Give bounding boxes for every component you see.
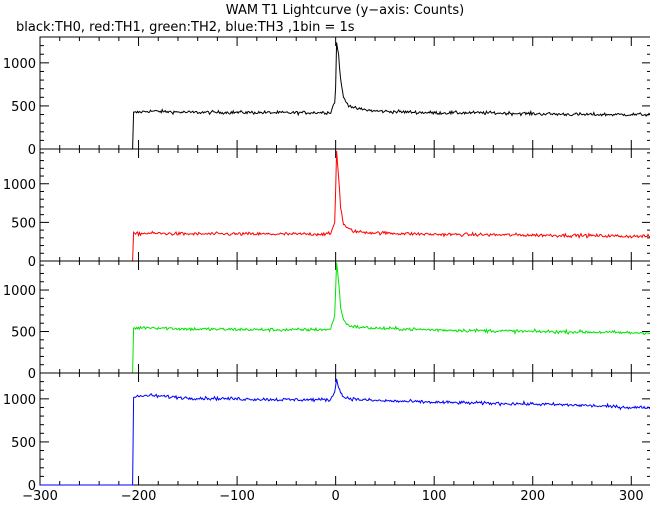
panel-th1: 0 500 1000: [3, 148, 650, 270]
y-tick-label: 0: [28, 367, 36, 382]
x-tick-label: 100: [422, 489, 447, 504]
y-tick-label: 1000: [3, 393, 36, 408]
y-tick-label: 1000: [3, 284, 36, 299]
panel-frame: [39, 372, 650, 486]
x-tick-label: 300: [619, 489, 644, 504]
panel-frame: [39, 260, 650, 374]
x-tick-label: 200: [520, 489, 545, 504]
y-tick-label: 1000: [3, 178, 36, 193]
panels-group: 0 500 1000 0 500 1000 0 500 1000 0 500 1000: [3, 36, 650, 494]
chart-subtitle: black:TH0, red:TH1, green:TH2, blue:TH3 …: [16, 20, 355, 35]
series-line-th0: [40, 42, 650, 150]
x-tick-label: −100: [219, 489, 255, 504]
panel-frame: [39, 148, 650, 262]
series-line-th3: [40, 378, 650, 486]
series-line-th2: [40, 262, 650, 374]
panel-th0: 0 500 1000: [3, 36, 650, 158]
series-line-th1: [40, 150, 650, 262]
chart-title: WAM T1 Lightcurve (y−axis: Counts): [226, 3, 464, 18]
panel-th3: 0 500 1000: [3, 372, 650, 494]
y-tick-label: 1000: [3, 57, 36, 72]
y-tick-label: 0: [28, 479, 36, 494]
panel-th2: 0 500 1000: [3, 260, 650, 382]
y-tick-label: 0: [28, 143, 36, 158]
x-tick-label: 0: [332, 489, 340, 504]
x-tick-label: −300: [22, 489, 58, 504]
y-tick-label: 0: [28, 255, 36, 270]
y-tick-label: 500: [11, 436, 36, 451]
y-tick-label: 500: [11, 100, 36, 115]
x-tick-label: −200: [121, 489, 157, 504]
y-tick-label: 500: [11, 326, 36, 341]
y-tick-label: 500: [11, 216, 36, 231]
panel-frame: [39, 36, 650, 150]
x-axis: −300 −200 −100 0 100 200 300: [22, 489, 644, 504]
